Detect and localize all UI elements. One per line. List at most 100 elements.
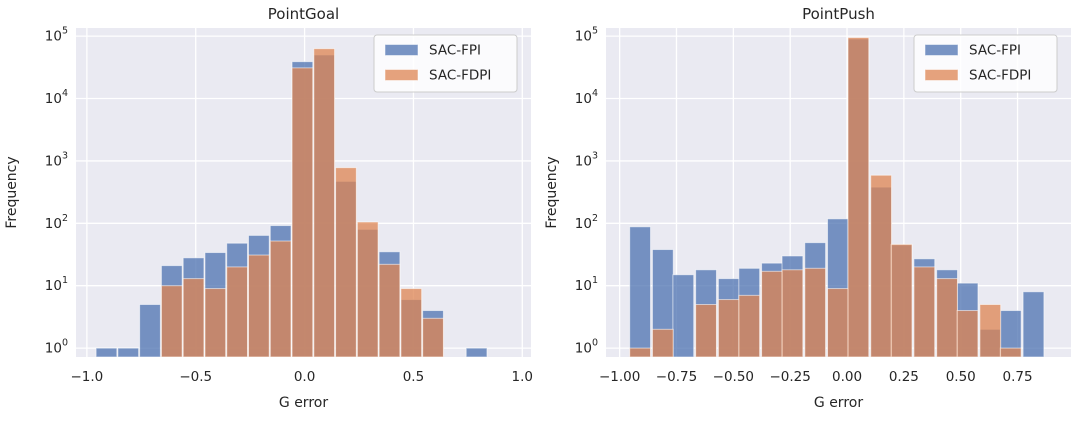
hist-bar-sac-fdpi: [400, 288, 423, 358]
hist-bar-sac-fdpi: [890, 243, 913, 358]
legend-swatch-sac-fpi: [924, 44, 959, 56]
hist-bar-sac-fpi: [95, 347, 118, 358]
hist-bar-sac-fdpi: [291, 67, 314, 358]
hist-bar-sac-fdpi: [204, 288, 227, 358]
y-tick-base: 10: [45, 29, 62, 45]
y-tick-label: 100: [575, 338, 598, 357]
legend: SAC-FPI SAC-FDPI: [913, 34, 1058, 93]
y-tick-base: 10: [45, 91, 62, 107]
y-tick-base: 10: [45, 341, 62, 357]
y-tick-base: 10: [575, 153, 592, 169]
y-tick-exponent: 5: [62, 26, 68, 37]
x-tick-label: −0.75: [656, 369, 697, 385]
x-tick-label: 0.75: [1003, 369, 1033, 385]
y-tick-exponent: 2: [592, 213, 598, 224]
series-sac-fdpi: [160, 48, 444, 358]
histogram-pointpush: −1.00 −0.75 −0.50 −0.25 0.00 0.25 0.50 0.751001…: [544, 5, 1071, 411]
x-tick-label: −0.50: [713, 369, 754, 385]
legend-label: SAC-FPI: [969, 43, 1021, 59]
y-tick-label: 103: [575, 150, 598, 169]
y-tick-exponent: 1: [592, 275, 598, 286]
hist-bar-sac-fdpi: [226, 266, 248, 358]
hist-bar-sac-fdpi: [827, 288, 849, 358]
x-tick-label: −1.0: [70, 369, 103, 385]
y-tick-label: 104: [575, 88, 598, 107]
legend-label: SAC-FDPI: [969, 68, 1031, 84]
hist-bar-sac-fpi: [1022, 291, 1045, 358]
y-tick-exponent: 2: [62, 213, 68, 224]
x-axis-label: G error: [279, 395, 328, 411]
hist-bar-sac-fdpi: [378, 263, 401, 358]
hist-bar-sac-fdpi: [956, 310, 979, 358]
hist-bar-sac-fdpi: [870, 174, 893, 358]
y-axis-label: Frequency: [544, 156, 560, 228]
hist-bar-sac-fpi: [672, 274, 695, 358]
hist-bar-sac-fdpi: [247, 254, 270, 358]
y-axis-label: Frequency: [4, 156, 20, 228]
x-tick-label: 0.50: [946, 369, 976, 385]
y-tick-exponent: 0: [592, 338, 598, 349]
hist-bar-sac-fdpi: [335, 167, 357, 358]
hist-bar-sac-fdpi: [269, 240, 292, 358]
x-axis-label: G error: [814, 395, 863, 411]
hist-bar-sac-fdpi: [651, 328, 674, 358]
hist-bar-sac-fdpi: [781, 269, 804, 358]
legend-swatch-sac-fdpi: [384, 69, 419, 81]
hist-bar-sac-fdpi: [738, 294, 761, 358]
hist-bar-sac-fdpi: [422, 317, 444, 358]
y-tick-base: 10: [45, 278, 62, 294]
y-tick-base: 10: [575, 216, 592, 232]
y-tick-base: 10: [575, 29, 592, 45]
legend: SAC-FPI SAC-FDPI: [373, 34, 518, 93]
x-tick-label: −1.00: [599, 369, 640, 385]
hist-bar-sac-fpi: [629, 226, 652, 358]
legend-label: SAC-FPI: [429, 43, 481, 59]
y-tick-label: 102: [575, 213, 598, 232]
x-tick-label: 0.0: [294, 369, 315, 385]
hist-bar-sac-fpi: [465, 347, 488, 358]
hist-bar-sac-fdpi: [313, 48, 336, 358]
y-tick-exponent: 1: [62, 275, 68, 286]
y-tick-base: 10: [575, 278, 592, 294]
hist-bar-sac-fdpi: [999, 347, 1022, 358]
x-tick-label: 0.25: [889, 369, 919, 385]
y-tick-exponent: 3: [592, 150, 598, 161]
y-tick-label: 101: [45, 275, 68, 294]
hist-bar-sac-fdpi: [804, 267, 827, 358]
chart-title: PointGoal: [268, 5, 339, 23]
hist-bar-sac-fdpi: [936, 278, 958, 358]
y-tick-exponent: 4: [592, 88, 598, 99]
y-tick-label: 101: [575, 275, 598, 294]
hist-bar-sac-fdpi: [761, 270, 783, 358]
y-tick-base: 10: [45, 153, 62, 169]
hist-bar-sac-fdpi: [979, 303, 1002, 358]
x-tick-label: −0.25: [769, 369, 810, 385]
hist-bar-sac-fdpi: [160, 285, 183, 358]
hist-bar-sac-fdpi: [847, 37, 870, 358]
legend-label: SAC-FDPI: [429, 68, 491, 84]
chart-title: PointPush: [802, 5, 875, 23]
hist-bar-sac-fdpi: [356, 221, 379, 358]
legend-swatch-sac-fpi: [384, 44, 419, 56]
hist-bar-sac-fpi: [139, 303, 161, 358]
y-tick-label: 100: [45, 338, 68, 357]
hist-bar-sac-fdpi: [629, 347, 652, 358]
x-tick-label: 0.00: [832, 369, 862, 385]
hist-bar-sac-fdpi: [913, 266, 936, 358]
y-tick-base: 10: [575, 91, 592, 107]
y-tick-base: 10: [45, 216, 62, 232]
x-tick-label: −0.5: [179, 369, 212, 385]
hist-bar-sac-fdpi: [695, 303, 717, 358]
hist-bar-sac-fpi: [117, 347, 140, 358]
y-tick-label: 105: [45, 26, 68, 45]
x-tick-label: 0.5: [403, 369, 424, 385]
y-tick-label: 105: [575, 26, 598, 45]
y-tick-exponent: 0: [62, 338, 68, 349]
series-sac-fdpi: [629, 37, 1022, 358]
hist-bar-sac-fdpi: [717, 299, 740, 358]
y-tick-label: 104: [45, 88, 68, 107]
y-tick-exponent: 4: [62, 88, 68, 99]
legend-swatch-sac-fdpi: [924, 69, 959, 81]
y-tick-label: 102: [45, 213, 68, 232]
